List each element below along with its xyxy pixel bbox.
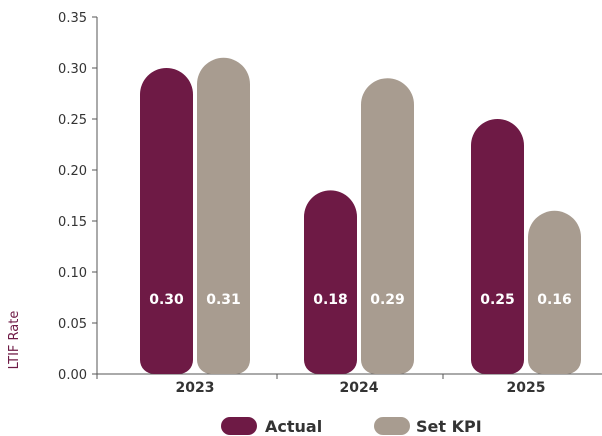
x-axis: 2023 2024 2025 [96, 373, 602, 396]
data-label: 0.31 [206, 292, 241, 308]
data-label: 0.16 [537, 292, 572, 308]
y-tick-label: 0.15 [58, 215, 87, 230]
data-label: 0.29 [370, 292, 405, 308]
bar-set-kpi-2023 [197, 57, 250, 374]
bar-set-kpi-2025 [528, 210, 581, 374]
data-label: 0.18 [313, 292, 348, 308]
legend-swatch-set-kpi [374, 417, 410, 435]
legend: Actual Set KPI [221, 417, 482, 436]
bar-actual-2023 [140, 68, 193, 375]
legend-swatch-actual [221, 417, 257, 435]
x-tick-label: 2025 [507, 380, 546, 396]
y-tick-label: 0.10 [58, 266, 87, 281]
bars [140, 57, 581, 375]
y-tick-label: 0.35 [58, 11, 87, 26]
y-tick-label: 0.30 [58, 62, 87, 77]
y-tick-label: 0.05 [58, 317, 87, 332]
data-labels: 0.30 0.31 0.18 0.29 0.25 0.16 [149, 292, 572, 308]
bar-actual-2024 [304, 190, 357, 374]
legend-label: Set KPI [416, 417, 482, 436]
y-tick-label: 0.25 [58, 113, 87, 128]
y-tick-label: 0.00 [58, 368, 87, 383]
data-label: 0.30 [149, 292, 184, 308]
y-tick-label: 0.20 [58, 164, 87, 179]
legend-label: Actual [265, 417, 322, 436]
bar-actual-2025 [471, 119, 524, 375]
x-tick-label: 2024 [340, 380, 379, 396]
y-axis: 0.00 0.05 0.10 0.15 0.20 0.25 0.30 0.35 [58, 11, 98, 383]
x-tick-label: 2023 [176, 380, 215, 396]
y-axis-title: LTIF Rate [7, 311, 22, 370]
data-label: 0.25 [480, 292, 515, 308]
bar-set-kpi-2024 [361, 78, 414, 374]
